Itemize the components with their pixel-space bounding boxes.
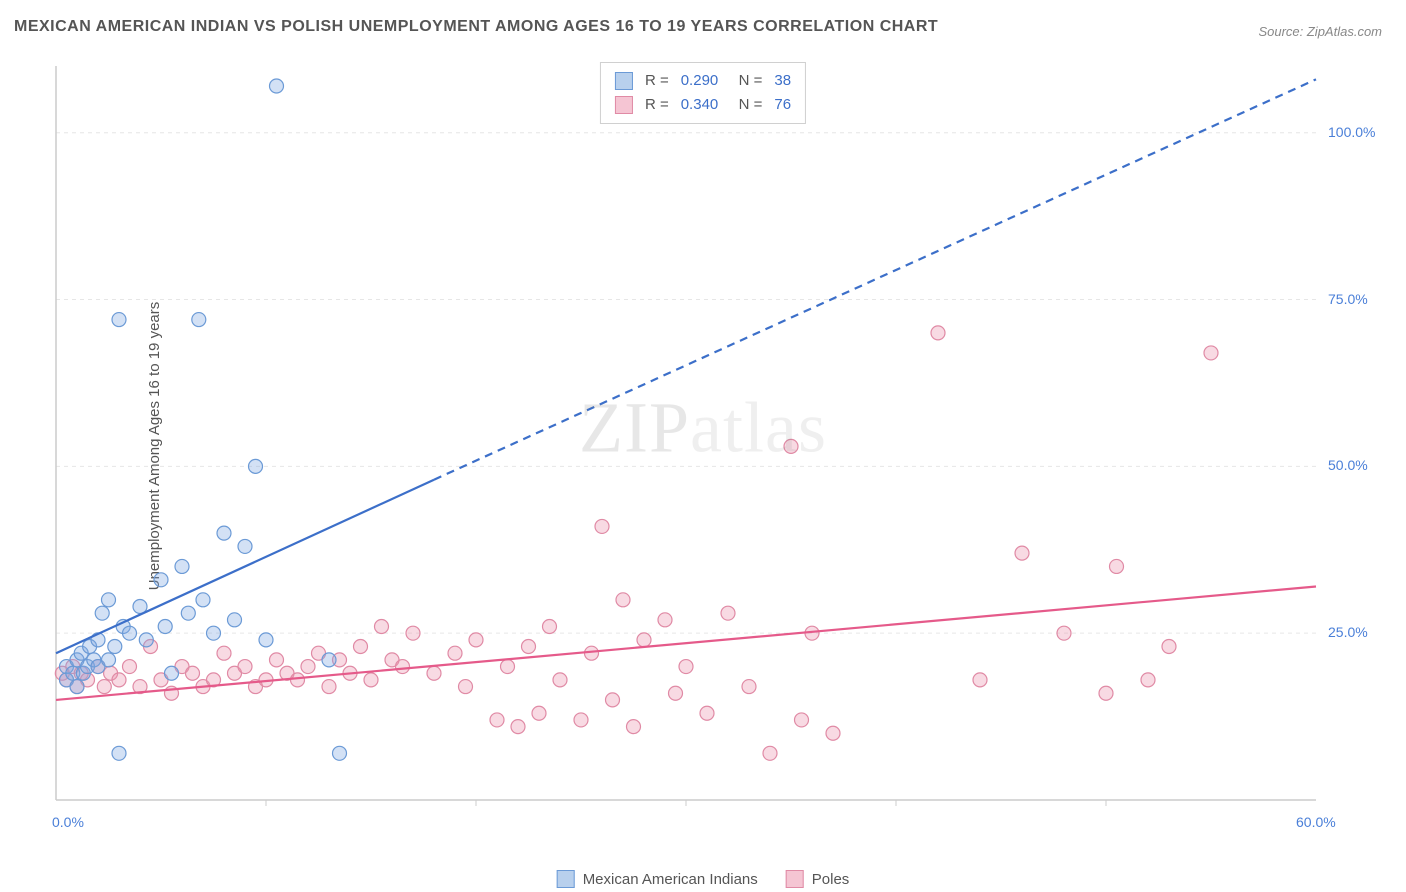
y-tick-label: 75.0% (1328, 291, 1368, 307)
source-attribution: Source: ZipAtlas.com (1258, 24, 1382, 39)
r-label: R = (645, 93, 669, 117)
series-legend: Mexican American Indians Poles (557, 870, 850, 888)
legend-label: Mexican American Indians (583, 871, 758, 888)
correlation-row: R = 0.340 N = 76 (615, 93, 791, 117)
swatch-icon (786, 870, 804, 888)
swatch-icon (615, 96, 633, 114)
chart-title: MEXICAN AMERICAN INDIAN VS POLISH UNEMPL… (14, 18, 938, 36)
n-value: 38 (774, 69, 791, 93)
y-tick-label: 50.0% (1328, 457, 1368, 473)
swatch-icon (615, 72, 633, 90)
x-tick-label: 60.0% (1296, 814, 1336, 830)
r-label: R = (645, 69, 669, 93)
chart-svg (50, 60, 1376, 830)
swatch-icon (557, 870, 575, 888)
y-tick-label: 100.0% (1328, 124, 1375, 140)
correlation-legend: R = 0.290 N = 38 R = 0.340 N = 76 (600, 62, 806, 124)
r-value: 0.290 (681, 69, 719, 93)
n-label: N = (730, 93, 762, 117)
legend-item: Mexican American Indians (557, 870, 758, 888)
y-tick-label: 25.0% (1328, 624, 1368, 640)
legend-item: Poles (786, 870, 850, 888)
x-tick-label: 0.0% (52, 814, 84, 830)
r-value: 0.340 (681, 93, 719, 117)
legend-label: Poles (812, 871, 850, 888)
scatter-plot (50, 60, 1376, 830)
n-label: N = (730, 69, 762, 93)
correlation-row: R = 0.290 N = 38 (615, 69, 791, 93)
n-value: 76 (774, 93, 791, 117)
